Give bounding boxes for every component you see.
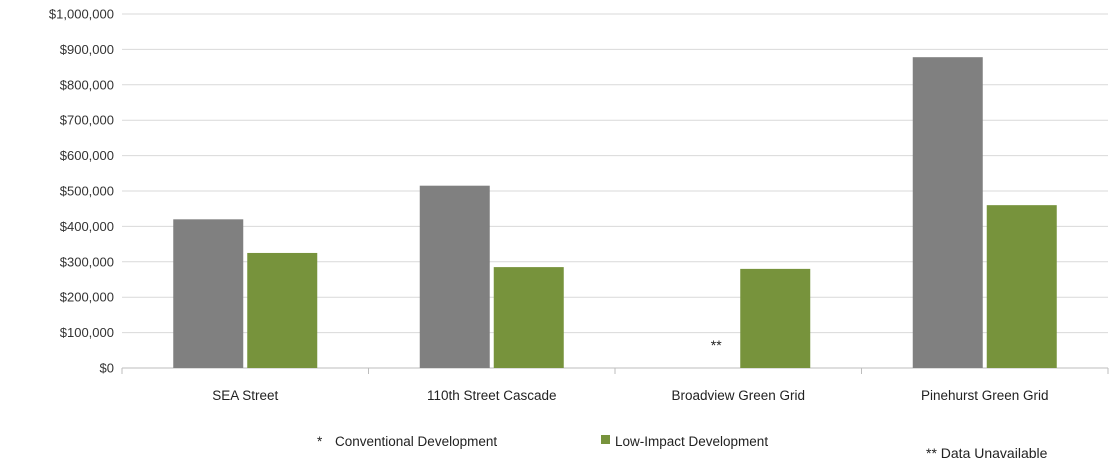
y-axis-ticks: $0 $100,000 $200,000 $300,000 $400,000 $500,0… (49, 7, 114, 376)
bar-low-impact (986, 205, 1057, 368)
bar-low-impact (493, 267, 564, 368)
legend-swatch-low-impact (601, 435, 610, 444)
y-tick-label: $500,000 (60, 184, 114, 199)
missing-data-marker: ** (711, 337, 722, 353)
bars (173, 57, 1057, 369)
legend-label-conventional: Conventional Development (335, 434, 497, 449)
y-tick-label: $100,000 (60, 325, 114, 340)
y-tick-label: $600,000 (60, 148, 114, 163)
bar-low-impact (247, 252, 318, 368)
footnote-data-unavailable: ** Data Unavailable (926, 445, 1048, 461)
y-tick-label: $900,000 (60, 42, 114, 57)
x-axis (121, 368, 1109, 374)
x-category-label: Broadview Green Grid (671, 388, 805, 403)
y-tick-label: $800,000 (60, 77, 114, 92)
bar-conventional (173, 219, 244, 368)
y-tick-label: $0 (100, 361, 114, 376)
legend-marker-conventional: * (317, 434, 323, 449)
y-tick-label: $700,000 (60, 113, 114, 128)
bar-conventional (419, 185, 490, 368)
y-tick-label: $400,000 (60, 219, 114, 234)
x-axis-labels: SEA Street 110th Street Cascade Broadview … (212, 388, 1048, 403)
legend: * Conventional Development Low-Impact De… (317, 434, 768, 449)
y-tick-label: $300,000 (60, 254, 114, 269)
bar-conventional (912, 57, 983, 369)
bar-low-impact (740, 268, 811, 368)
x-category-label: Pinehurst Green Grid (921, 388, 1049, 403)
x-category-label: 110th Street Cascade (427, 388, 557, 403)
x-category-label: SEA Street (212, 388, 278, 403)
y-tick-label: $1,000,000 (49, 7, 114, 22)
legend-label-low-impact: Low-Impact Development (615, 434, 768, 449)
y-tick-label: $200,000 (60, 290, 114, 305)
